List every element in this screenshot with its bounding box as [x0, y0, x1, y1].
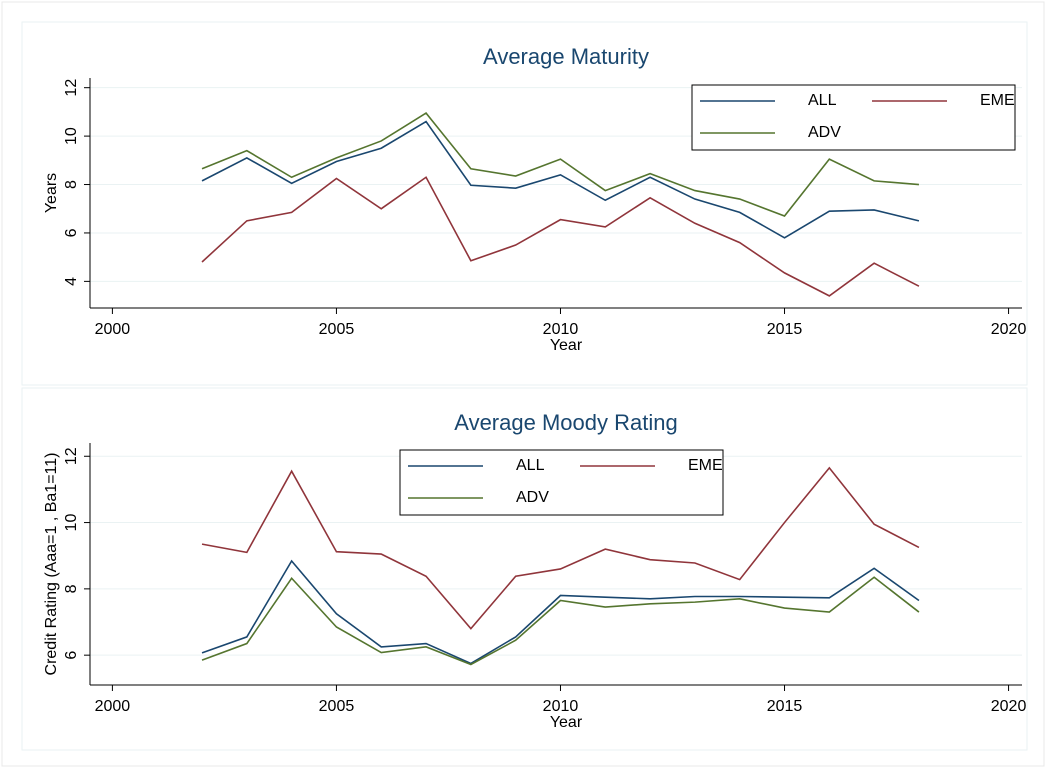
panel-border [21, 387, 1028, 751]
x-tick-label: 2010 [543, 698, 579, 715]
series-line [201, 466, 920, 630]
x-tick-label: 2005 [319, 698, 355, 715]
chart-title: Average Maturity [483, 44, 649, 69]
x-tick-label: 2020 [991, 698, 1027, 715]
y-axis-label: Years [43, 173, 60, 213]
legend-label: ALL [808, 92, 837, 109]
x-tick-label: 2015 [767, 321, 803, 338]
x-tick-label: 2010 [543, 321, 579, 338]
legend-label: EME [688, 457, 723, 474]
x-tick-label: 2000 [95, 321, 131, 338]
series-line [201, 559, 920, 665]
legend-box [691, 84, 1016, 151]
y-tick-label: 10 [63, 514, 80, 532]
y-tick-label: 6 [63, 228, 80, 237]
series-line [201, 176, 920, 297]
x-axis-label: Year [550, 714, 583, 731]
x-tick-label: 2015 [767, 698, 803, 715]
legend-label: EME [980, 92, 1015, 109]
legend-label: ADV [808, 124, 841, 141]
x-tick-label: 2020 [991, 321, 1027, 338]
y-tick-label: 12 [63, 447, 80, 465]
chart-title: Average Moody Rating [454, 410, 677, 435]
legend-label: ADV [516, 489, 549, 506]
x-axis-label: Year [550, 337, 583, 354]
series-line [201, 120, 920, 239]
y-tick-label: 4 [63, 277, 80, 286]
y-axis-label: Credit Rating (Aaa=1 , Ba1=11) [43, 453, 60, 676]
series-line [201, 576, 920, 666]
legend-label: ALL [516, 457, 545, 474]
x-tick-label: 2005 [319, 321, 355, 338]
legend-box [399, 449, 724, 516]
y-tick-label: 12 [63, 79, 80, 97]
x-tick-label: 2000 [95, 698, 131, 715]
y-tick-label: 10 [63, 127, 80, 145]
y-tick-label: 8 [63, 180, 80, 189]
y-tick-label: 8 [63, 584, 80, 593]
panel-border [21, 21, 1028, 386]
series-line [201, 112, 920, 217]
y-tick-label: 6 [63, 651, 80, 660]
